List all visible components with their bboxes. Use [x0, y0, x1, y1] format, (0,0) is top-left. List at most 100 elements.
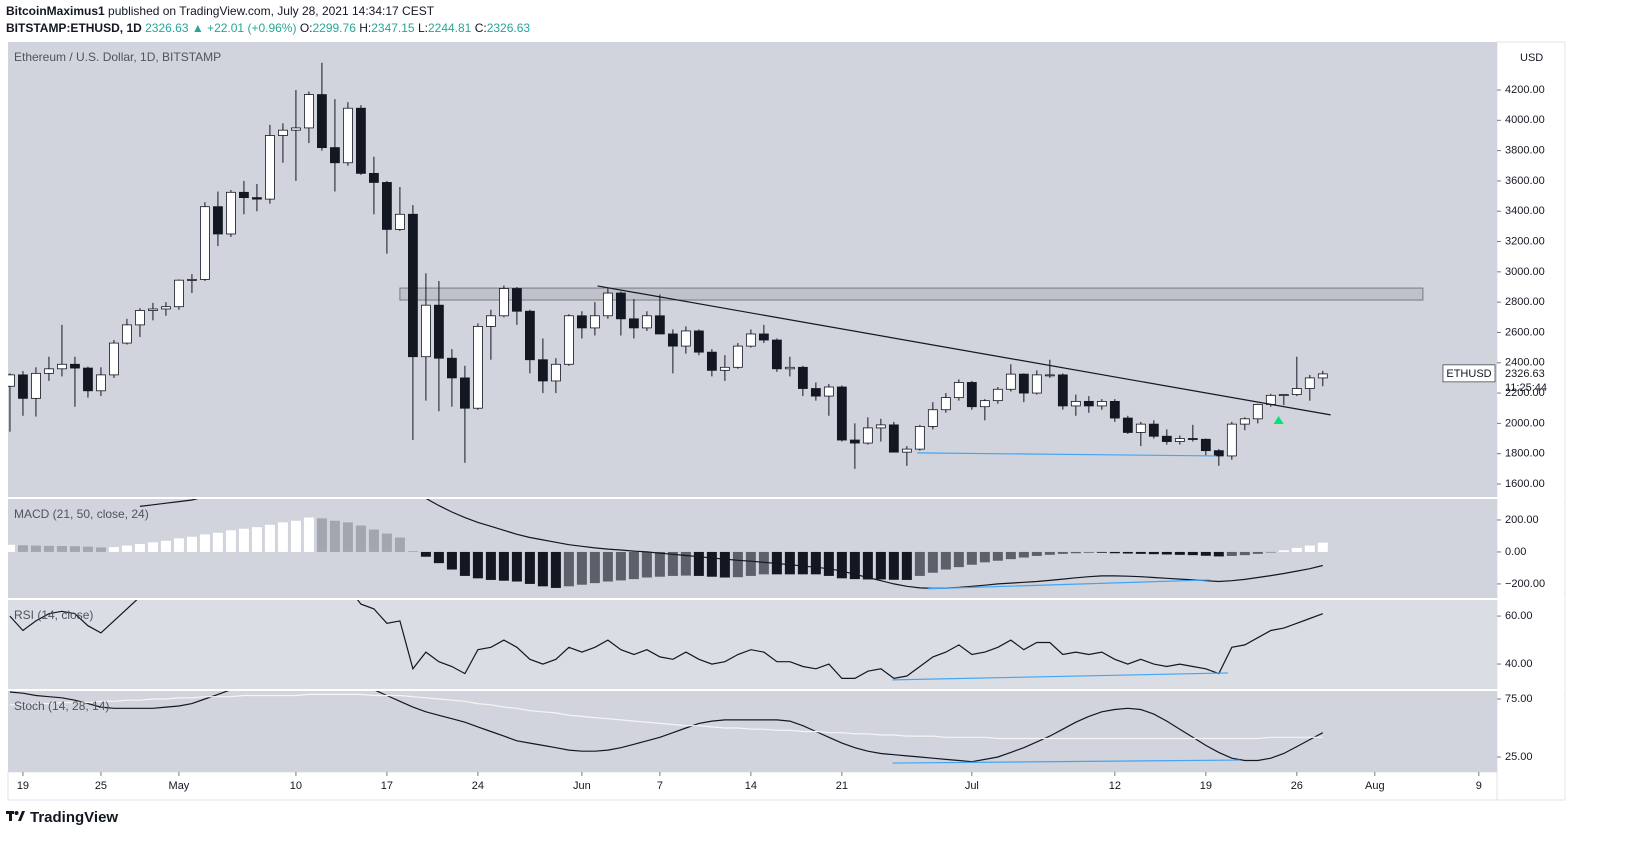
- histogram-bar: [1083, 551, 1094, 553]
- y-tick-label: 3200.00: [1505, 235, 1545, 247]
- x-tick-label: 19: [17, 780, 29, 792]
- candle-body: [499, 288, 509, 317]
- histogram-bar: [1265, 551, 1276, 553]
- histogram-bar: [1005, 551, 1016, 560]
- histogram-bar: [472, 551, 483, 579]
- logo: [6, 811, 25, 821]
- candle-body: [550, 363, 561, 382]
- candle-body: [706, 351, 717, 371]
- histogram-bar: [368, 529, 379, 552]
- candle-body: [122, 324, 132, 344]
- candle-body: [888, 424, 899, 453]
- h-key: H:: [359, 21, 372, 35]
- candle-body: [18, 374, 28, 399]
- x-tick-label: 25: [95, 780, 107, 792]
- candle-body: [434, 304, 444, 359]
- histogram-bar: [1213, 551, 1224, 557]
- symbol: BITSTAMP:ETHUSD, 1D: [6, 21, 142, 35]
- indicator-line: [9, 693, 1323, 740]
- histogram-bar: [914, 551, 925, 576]
- histogram-bar: [966, 551, 977, 565]
- candle-body: [1135, 423, 1146, 433]
- pane-background: [8, 42, 1497, 497]
- histogram-bar: [563, 551, 574, 587]
- candle-body: [511, 288, 522, 312]
- histogram-bar: [121, 545, 132, 552]
- histogram-bar: [17, 545, 28, 552]
- candle-body: [680, 330, 691, 347]
- histogram-bar: [667, 551, 678, 576]
- histogram-bar: [550, 551, 561, 588]
- histogram-bar: [784, 551, 795, 575]
- candle-body: [447, 357, 457, 379]
- candle-body: [356, 107, 366, 174]
- candle-body: [161, 306, 171, 310]
- histogram-bar: [758, 551, 769, 575]
- histogram-bar: [303, 517, 314, 552]
- symbol-tag-box: [1442, 364, 1496, 383]
- histogram-bar: [901, 551, 912, 580]
- candle-body: [1148, 423, 1159, 437]
- histogram-bar: [511, 551, 522, 582]
- indicator-line: [139, 499, 1323, 590]
- histogram-bar: [342, 522, 353, 552]
- axis-panel: [1496, 41, 1566, 801]
- candle-body: [927, 409, 938, 427]
- y-tick-label: 25.00: [1505, 751, 1533, 763]
- pane-background: [8, 600, 1497, 689]
- candle-body: [602, 292, 613, 317]
- histogram-bar: [1096, 551, 1107, 553]
- histogram-bar: [381, 533, 392, 552]
- candle-body: [70, 363, 80, 369]
- x-tick-label: 10: [290, 780, 302, 792]
- trendline: [597, 285, 1331, 416]
- histogram-bar: [199, 534, 210, 552]
- time-axis-panel: [7, 771, 1498, 801]
- candle-body: [836, 386, 847, 441]
- candle-body: [966, 382, 977, 408]
- histogram-bar: [888, 551, 899, 580]
- candle-body: [1174, 438, 1185, 442]
- published: published on TradingView.com, July 28, 2…: [108, 4, 435, 18]
- candle-body: [1187, 438, 1198, 440]
- candle-body: [473, 325, 483, 409]
- y-tick-label: 200.00: [1505, 514, 1539, 526]
- histogram-bar: [745, 551, 756, 576]
- x-tick-label: 17: [381, 780, 393, 792]
- divergence-line: [892, 759, 1240, 764]
- candle-body: [823, 386, 834, 397]
- histogram-bar: [277, 522, 288, 552]
- x-tick-label: 14: [745, 780, 757, 792]
- histogram-bar: [602, 551, 613, 582]
- candle-body: [83, 367, 93, 392]
- histogram-bar: [1148, 551, 1159, 555]
- indicator-line: [9, 600, 1324, 680]
- histogram-bar: [82, 546, 93, 552]
- y-tick-label: 40.00: [1505, 658, 1533, 670]
- candle-body: [252, 197, 262, 200]
- candle-body: [1096, 400, 1107, 407]
- x-tick-label: 24: [472, 780, 484, 792]
- candle-body: [576, 315, 587, 329]
- candle-body: [1265, 394, 1276, 405]
- histogram-bar: [1252, 551, 1263, 554]
- price-tag: 2326.63: [1505, 368, 1545, 380]
- x-tick-label: May: [169, 780, 190, 792]
- publish-line: BitcoinMaximus1 published on TradingView…: [6, 4, 434, 18]
- symbol-line: BITSTAMP:ETHUSD, 1D 2326.63 ▲ +22.01 (+0…: [6, 21, 530, 35]
- y-tick-label: 3800.00: [1505, 145, 1545, 157]
- x-tick-label: 9: [1476, 780, 1482, 792]
- candle-body: [317, 94, 327, 149]
- y-tick-label: 2200.00: [1505, 387, 1545, 399]
- candle-body: [460, 377, 470, 409]
- histogram-bar: [134, 543, 145, 552]
- histogram-bar: [1109, 551, 1120, 554]
- histogram-bar: [875, 551, 886, 580]
- y-tick-label: 0.00: [1505, 546, 1526, 558]
- histogram-bar: [732, 551, 743, 578]
- o-key: O:: [299, 21, 313, 35]
- candle-body: [537, 359, 548, 382]
- candle-body: [44, 368, 54, 374]
- h-value: 2347.15: [371, 21, 415, 35]
- histogram-bar: [1226, 551, 1237, 556]
